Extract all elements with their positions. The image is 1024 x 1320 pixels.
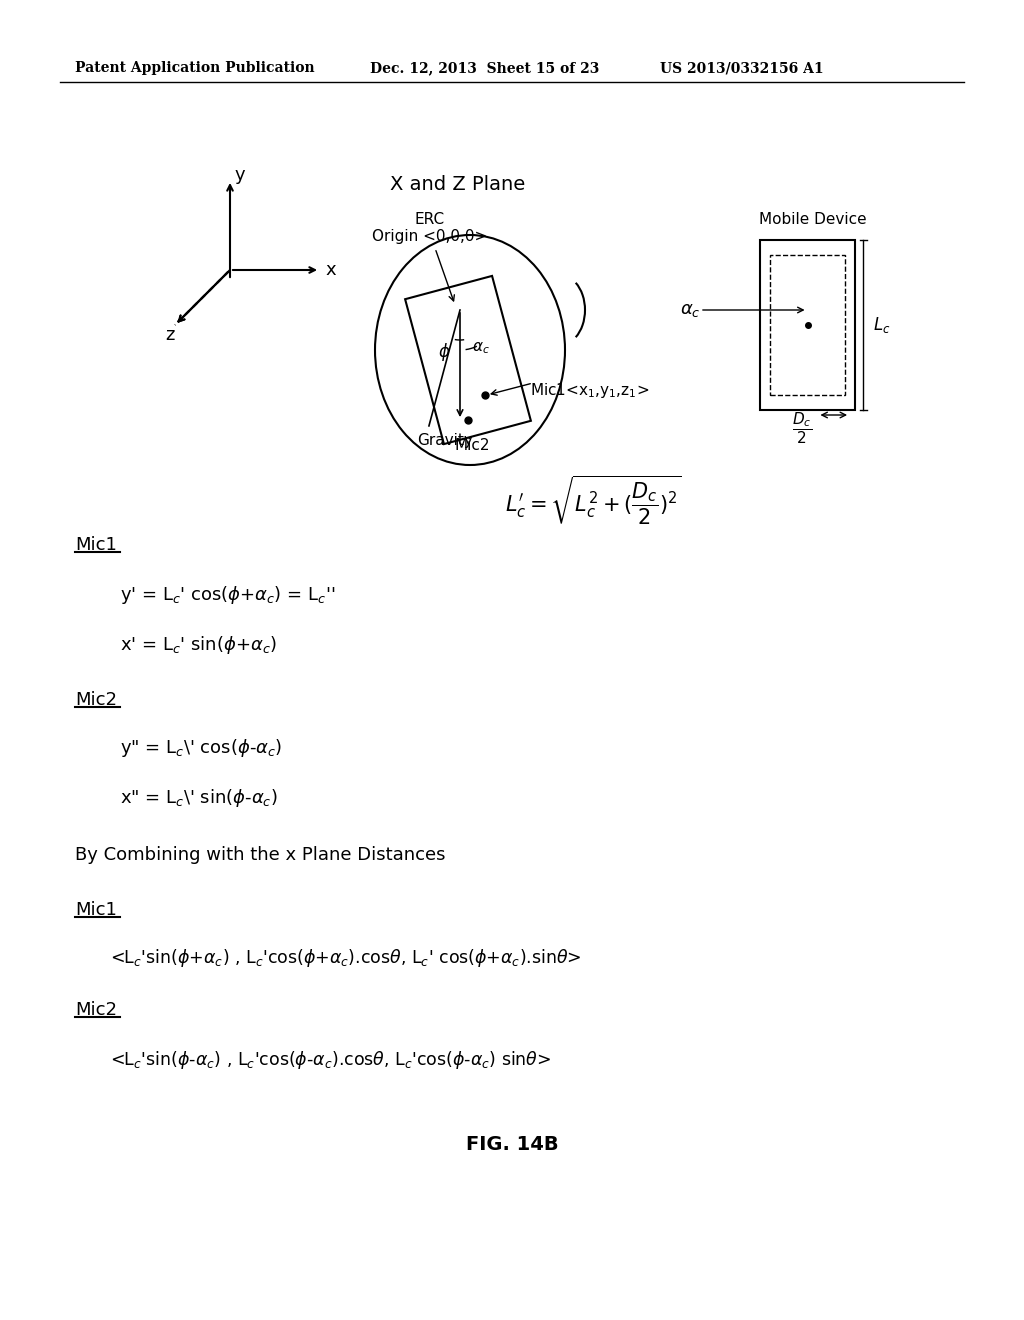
Bar (760, 240, 855, 411)
Text: Mic1: Mic1 (75, 536, 117, 554)
Text: Mic2: Mic2 (75, 1001, 117, 1019)
Text: Patent Application Publication: Patent Application Publication (75, 61, 314, 75)
Text: x" = L$_c$\' sin($\phi$-$\alpha_c$): x" = L$_c$\' sin($\phi$-$\alpha_c$) (120, 787, 278, 809)
Text: $\phi$: $\phi$ (438, 341, 451, 363)
Text: y' = L$_c$' cos($\phi$+$\alpha_c$) = L$_c$'': y' = L$_c$' cos($\phi$+$\alpha_c$) = L$_… (120, 583, 336, 606)
Text: $\alpha_c$: $\alpha_c$ (472, 341, 489, 356)
Text: x: x (325, 261, 336, 279)
Text: ERC
Origin <0,0,0>: ERC Origin <0,0,0> (373, 211, 487, 244)
Text: y: y (234, 166, 246, 183)
Text: Gravity: Gravity (417, 433, 473, 447)
Text: By Combining with the x Plane Distances: By Combining with the x Plane Distances (75, 846, 445, 865)
Text: <L$_c$'sin($\phi$+$\alpha_c$) , L$_c$'cos($\phi$+$\alpha_c$).cos$\theta$, L$_c$': <L$_c$'sin($\phi$+$\alpha_c$) , L$_c$'co… (110, 946, 582, 969)
Text: X and Z Plane: X and Z Plane (390, 176, 525, 194)
Text: US 2013/0332156 A1: US 2013/0332156 A1 (660, 61, 823, 75)
Text: Mic2: Mic2 (455, 437, 490, 453)
Text: x' = L$_c$' sin($\phi$+$\alpha_c$): x' = L$_c$' sin($\phi$+$\alpha_c$) (120, 634, 276, 656)
Text: <L$_c$'sin($\phi$-$\alpha_c$) , L$_c$'cos($\phi$-$\alpha_c$).cos$\theta$, L$_c$': <L$_c$'sin($\phi$-$\alpha_c$) , L$_c$'co… (110, 1049, 551, 1071)
Text: Mic1<x$_1$,y$_1$,z$_1$>: Mic1<x$_1$,y$_1$,z$_1$> (530, 380, 649, 400)
Text: $L_c' = \sqrt{L_c^2 + (\dfrac{D_c}{2})^2}$: $L_c' = \sqrt{L_c^2 + (\dfrac{D_c}{2})^2… (505, 473, 682, 527)
Bar (770, 255, 845, 395)
Text: $\dfrac{D_c}{2}$: $\dfrac{D_c}{2}$ (793, 411, 812, 446)
Text: Mic2: Mic2 (75, 690, 117, 709)
Text: y" = L$_c$\' cos($\phi$-$\alpha_c$): y" = L$_c$\' cos($\phi$-$\alpha_c$) (120, 737, 283, 759)
Text: Dec. 12, 2013  Sheet 15 of 23: Dec. 12, 2013 Sheet 15 of 23 (370, 61, 599, 75)
Text: $L_c$: $L_c$ (873, 315, 891, 335)
Text: z: z (165, 326, 174, 345)
Text: Mic1: Mic1 (75, 902, 117, 919)
Text: $\alpha_c$: $\alpha_c$ (680, 301, 700, 319)
Text: FIG. 14B: FIG. 14B (466, 1135, 558, 1155)
Text: Mobile Device: Mobile Device (759, 213, 866, 227)
